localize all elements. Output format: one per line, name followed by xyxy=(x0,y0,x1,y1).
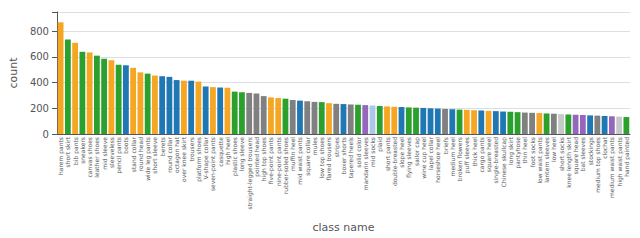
svg-text:200: 200 xyxy=(30,103,49,114)
svg-text:medium top shoes: medium top shoes xyxy=(593,137,601,193)
svg-text:low waist pants: low waist pants xyxy=(535,137,543,184)
svg-text:mules: mules xyxy=(311,137,318,155)
svg-text:class name: class name xyxy=(312,221,374,234)
svg-text:berets: berets xyxy=(159,137,166,156)
svg-text:short sleeve: short sleeve xyxy=(151,137,158,174)
svg-text:600: 600 xyxy=(30,51,49,62)
svg-text:sailor cap: sailor cap xyxy=(412,137,420,166)
svg-text:sleeveless: sleeveless xyxy=(108,137,115,168)
svg-text:400: 400 xyxy=(30,77,49,88)
svg-text:medium heel: medium heel xyxy=(449,137,456,177)
svg-text:cargo pants: cargo pants xyxy=(477,137,485,173)
svg-text:medium waist pants: medium waist pants xyxy=(608,137,616,198)
svg-text:sneakers: sneakers xyxy=(79,137,86,164)
svg-text:hand painted: hand painted xyxy=(623,137,631,177)
svg-text:mid socks: mid socks xyxy=(369,137,376,167)
svg-text:bat sleeves: bat sleeves xyxy=(579,137,586,171)
svg-text:long skirt: long skirt xyxy=(506,137,514,165)
svg-text:thin heel: thin heel xyxy=(521,137,528,164)
svg-text:boxer shorts: boxer shorts xyxy=(340,137,347,174)
svg-text:flying sleeves: flying sleeves xyxy=(405,137,413,179)
svg-text:seven-point pants: seven-point pants xyxy=(209,137,217,191)
svg-text:high waist pants: high waist pants xyxy=(615,137,623,187)
svg-text:long sleeve: long sleeve xyxy=(238,137,246,172)
svg-text:flared trousers: flared trousers xyxy=(325,137,332,181)
svg-text:rubber-soled shoes: rubber-soled shoes xyxy=(282,137,289,194)
svg-text:thick heel: thick heel xyxy=(471,137,478,167)
svg-text:double-breasted: double-breasted xyxy=(391,137,398,186)
svg-text:pantyhose: pantyhose xyxy=(514,137,522,169)
svg-text:round head: round head xyxy=(137,137,144,171)
svg-text:stripes: stripes xyxy=(332,137,340,158)
svg-text:round collar: round collar xyxy=(166,136,173,172)
svg-text:count: count xyxy=(7,57,20,89)
svg-text:bib pants: bib pants xyxy=(71,137,79,165)
svg-text:clochat: clochat xyxy=(601,136,608,158)
svg-text:low heel: low heel xyxy=(550,137,557,162)
svg-text:stockings: stockings xyxy=(586,137,594,166)
svg-text:plaid: plaid xyxy=(376,137,384,152)
svg-text:short pants: short pants xyxy=(383,137,391,172)
svg-text:puff sleeves: puff sleeves xyxy=(463,137,471,174)
svg-text:square head: square head xyxy=(572,137,580,175)
svg-text:straight-legged trousers: straight-legged trousers xyxy=(245,137,253,210)
svg-text:high top shoes: high top shoes xyxy=(260,137,268,182)
svg-text:platform shoes: platform shoes xyxy=(194,137,202,182)
svg-text:800: 800 xyxy=(30,26,49,37)
svg-text:short skirt: short skirt xyxy=(64,136,71,167)
svg-text:knee length skirt: knee length skirt xyxy=(564,137,572,188)
svg-text:leather shoes: leather shoes xyxy=(93,137,100,178)
svg-text:solid color: solid color xyxy=(355,136,362,167)
svg-text:single-breasted: single-breasted xyxy=(492,137,500,184)
svg-text:plastic shoes: plastic shoes xyxy=(231,137,239,176)
svg-text:high heel: high heel xyxy=(223,137,231,165)
svg-text:lantern sleeves: lantern sleeves xyxy=(543,137,550,183)
svg-text:octagon hat: octagon hat xyxy=(173,137,181,173)
svg-text:briefs: briefs xyxy=(442,137,449,154)
svg-text:slope heel: slope heel xyxy=(398,137,405,168)
svg-text:canvas shoes: canvas shoes xyxy=(86,137,93,177)
svg-text:nine-point pants: nine-point pants xyxy=(274,137,282,187)
svg-text:boots: boots xyxy=(122,137,129,154)
svg-text:mandarin sleeves: mandarin sleeves xyxy=(362,137,369,190)
svg-text:wide leg pants: wide leg pants xyxy=(144,137,152,181)
svg-text:V-shape collar: V-shape collar xyxy=(202,137,210,180)
svg-text:foot socks: foot socks xyxy=(529,137,536,167)
svg-text:horseshoe heel: horseshoe heel xyxy=(434,137,441,183)
svg-text:Chinese skullcap: Chinese skullcap xyxy=(499,137,507,188)
svg-text:lapel collar: lapel collar xyxy=(427,137,434,170)
svg-text:low top shoes: low top shoes xyxy=(318,137,326,179)
svg-text:short socks: short socks xyxy=(558,137,565,171)
svg-text:square heel: square heel xyxy=(485,137,493,173)
svg-text:stand collar: stand collar xyxy=(130,136,137,172)
svg-text:wine cup heel: wine cup heel xyxy=(419,137,427,179)
svg-text:pointed head: pointed head xyxy=(253,137,260,177)
svg-text:square collar: square collar xyxy=(303,137,311,176)
svg-text:pencil pants: pencil pants xyxy=(115,137,123,174)
svg-text:mid waist pants: mid waist pants xyxy=(296,137,304,185)
svg-text:over knee skirt: over knee skirt xyxy=(180,136,187,182)
svg-text:muffin heel: muffin heel xyxy=(289,137,296,171)
svg-text:0: 0 xyxy=(43,129,49,140)
svg-text:broken flowers: broken flowers xyxy=(456,137,463,181)
svg-text:trousers: trousers xyxy=(188,137,195,162)
svg-text:tapered heels: tapered heels xyxy=(347,137,355,179)
svg-text:five-point pants: five-point pants xyxy=(267,137,275,185)
svg-text:harem pants: harem pants xyxy=(57,137,65,175)
svg-text:mid sleeve: mid sleeve xyxy=(101,137,108,170)
svg-text:casquette: casquette xyxy=(216,137,224,167)
